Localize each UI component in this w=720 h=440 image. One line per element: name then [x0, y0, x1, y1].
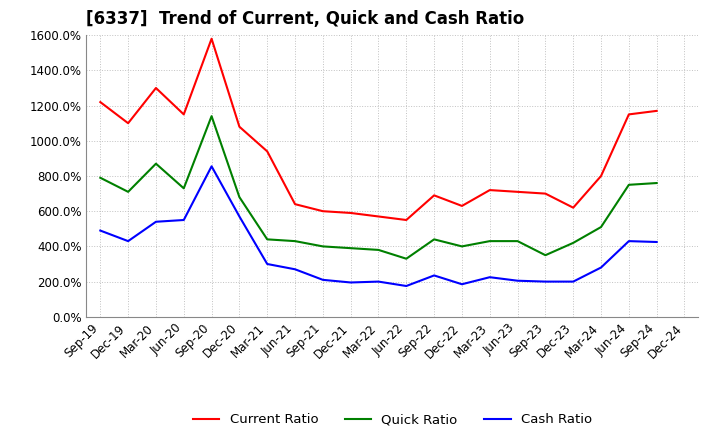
Quick Ratio	[624, 182, 633, 187]
Cash Ratio	[513, 278, 522, 283]
Current Ratio	[263, 149, 271, 154]
Quick Ratio	[569, 240, 577, 246]
Current Ratio	[597, 173, 606, 179]
Cash Ratio	[263, 261, 271, 267]
Line: Quick Ratio: Quick Ratio	[100, 116, 657, 259]
Current Ratio	[569, 205, 577, 210]
Cash Ratio	[346, 280, 355, 285]
Cash Ratio	[124, 238, 132, 244]
Quick Ratio	[152, 161, 161, 166]
Quick Ratio	[541, 253, 550, 258]
Cash Ratio	[458, 282, 467, 287]
Current Ratio	[124, 121, 132, 126]
Quick Ratio	[207, 114, 216, 119]
Current Ratio	[318, 209, 327, 214]
Quick Ratio	[346, 246, 355, 251]
Quick Ratio	[291, 238, 300, 244]
Current Ratio	[179, 112, 188, 117]
Current Ratio	[152, 85, 161, 91]
Quick Ratio	[124, 189, 132, 194]
Quick Ratio	[485, 238, 494, 244]
Cash Ratio	[485, 275, 494, 280]
Current Ratio	[374, 214, 383, 219]
Quick Ratio	[179, 186, 188, 191]
Current Ratio	[458, 203, 467, 209]
Quick Ratio	[263, 237, 271, 242]
Cash Ratio	[207, 164, 216, 169]
Cash Ratio	[318, 277, 327, 282]
Cash Ratio	[652, 239, 661, 245]
Cash Ratio	[624, 238, 633, 244]
Cash Ratio	[430, 273, 438, 278]
Quick Ratio	[318, 244, 327, 249]
Quick Ratio	[374, 247, 383, 253]
Cash Ratio	[541, 279, 550, 284]
Current Ratio	[207, 36, 216, 41]
Current Ratio	[485, 187, 494, 193]
Quick Ratio	[96, 175, 104, 180]
Cash Ratio	[96, 228, 104, 233]
Quick Ratio	[235, 194, 243, 200]
Cash Ratio	[179, 217, 188, 223]
Current Ratio	[346, 210, 355, 216]
Quick Ratio	[402, 256, 410, 261]
Cash Ratio	[235, 214, 243, 219]
Cash Ratio	[402, 283, 410, 289]
Current Ratio	[541, 191, 550, 196]
Quick Ratio	[652, 180, 661, 186]
Current Ratio	[624, 112, 633, 117]
Cash Ratio	[374, 279, 383, 284]
Current Ratio	[96, 99, 104, 105]
Cash Ratio	[291, 267, 300, 272]
Quick Ratio	[458, 244, 467, 249]
Quick Ratio	[513, 238, 522, 244]
Current Ratio	[291, 202, 300, 207]
Current Ratio	[513, 189, 522, 194]
Text: [6337]  Trend of Current, Quick and Cash Ratio: [6337] Trend of Current, Quick and Cash …	[86, 10, 525, 28]
Cash Ratio	[597, 265, 606, 270]
Line: Current Ratio: Current Ratio	[100, 39, 657, 220]
Cash Ratio	[152, 219, 161, 224]
Current Ratio	[430, 193, 438, 198]
Current Ratio	[652, 108, 661, 114]
Current Ratio	[402, 217, 410, 223]
Cash Ratio	[569, 279, 577, 284]
Quick Ratio	[597, 224, 606, 230]
Current Ratio	[235, 124, 243, 129]
Line: Cash Ratio: Cash Ratio	[100, 166, 657, 286]
Legend: Current Ratio, Quick Ratio, Cash Ratio: Current Ratio, Quick Ratio, Cash Ratio	[187, 408, 598, 432]
Quick Ratio	[430, 237, 438, 242]
